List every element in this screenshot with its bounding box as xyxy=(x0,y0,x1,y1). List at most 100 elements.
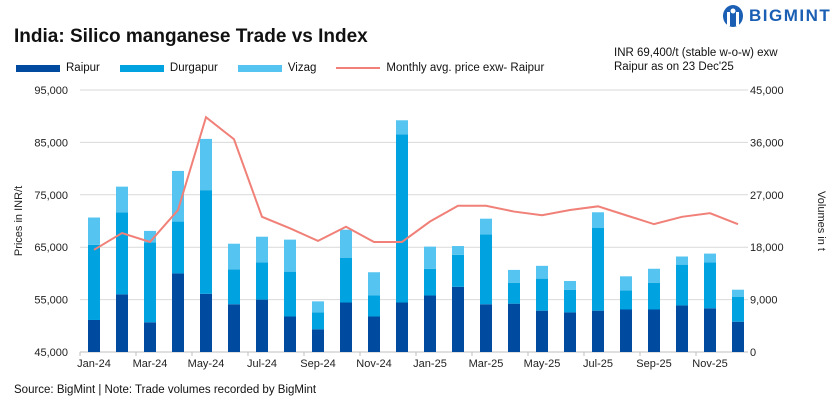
x-tick-label: Sep-25 xyxy=(636,358,671,370)
bar-durgapur xyxy=(480,234,492,305)
bar-raipur xyxy=(88,319,100,352)
y2-tick-label: 27,000 xyxy=(750,190,784,202)
price-line xyxy=(93,115,739,251)
y-tick-label: 95,000 xyxy=(34,85,68,97)
legend-label: Vizag xyxy=(287,62,317,74)
bar-vizag xyxy=(592,212,604,228)
bar-raipur xyxy=(144,322,156,352)
bar-vizag xyxy=(228,243,240,270)
bar-vizag xyxy=(340,229,352,258)
bar-vizag xyxy=(480,218,492,235)
bar-vizag xyxy=(508,269,520,283)
bar-durgapur xyxy=(564,289,576,313)
bar-raipur xyxy=(704,308,716,352)
bar-durgapur xyxy=(228,269,240,305)
bar-durgapur xyxy=(452,254,464,287)
x-tick-label: Nov-25 xyxy=(692,358,727,370)
bar-durgapur xyxy=(704,262,716,309)
legend-item-price: Monthly avg. price exw- Raipur xyxy=(336,62,544,74)
bar-durgapur xyxy=(368,295,380,317)
bar-durgapur xyxy=(144,242,156,323)
y2-tick-label: 45,000 xyxy=(750,85,784,97)
x-tick-label: Mar-24 xyxy=(133,358,168,370)
bar-raipur xyxy=(172,273,184,352)
legend-swatch xyxy=(16,64,60,72)
bar-raipur xyxy=(312,329,324,352)
legend: Raipur Durgapur Vizag Monthly avg. price… xyxy=(16,62,564,74)
bar-raipur xyxy=(620,309,632,352)
y-tick-label: 45,000 xyxy=(34,347,68,359)
bar-durgapur xyxy=(676,264,688,306)
x-tick-label: Sep-24 xyxy=(300,358,335,370)
bar-raipur xyxy=(676,305,688,352)
bar-vizag xyxy=(648,268,660,283)
bar-raipur xyxy=(368,316,380,352)
bar-raipur xyxy=(732,321,744,352)
bar-durgapur xyxy=(88,244,100,320)
bar-durgapur xyxy=(536,278,548,311)
price-note: INR 69,400/t (stable w-o-w) exw Raipur a… xyxy=(614,46,778,74)
legend-item-vizag: Vizag xyxy=(237,62,317,74)
source-note: Source: BigMint | Note: Trade volumes re… xyxy=(14,384,317,396)
bar-durgapur xyxy=(340,257,352,303)
x-tick-label: Mar-25 xyxy=(469,358,504,370)
bar-durgapur xyxy=(648,282,660,310)
bar-durgapur xyxy=(284,271,296,317)
bar-raipur xyxy=(480,304,492,352)
bar-vizag xyxy=(732,289,744,297)
bigmint-logo-icon xyxy=(723,5,743,27)
bar-raipur xyxy=(592,310,604,352)
legend-swatch xyxy=(336,67,381,69)
bar-durgapur xyxy=(620,290,632,310)
x-tick-label: Nov-24 xyxy=(356,358,391,370)
bar-vizag xyxy=(284,239,296,272)
x-tick-label: May-24 xyxy=(188,358,225,370)
bar-raipur xyxy=(256,299,268,352)
bar-vizag xyxy=(368,272,380,296)
bar-raipur xyxy=(424,295,436,352)
legend-item-durgapur: Durgapur xyxy=(119,62,218,74)
chart-title: India: Silico manganese Trade vs Index xyxy=(14,26,368,47)
bar-raipur xyxy=(228,304,240,352)
legend-item-raipur: Raipur xyxy=(16,62,100,74)
bar-durgapur xyxy=(172,221,184,274)
bar-raipur xyxy=(200,293,212,352)
y-tick-label: 65,000 xyxy=(34,242,68,254)
bar-vizag xyxy=(676,256,688,265)
y2-tick-label: 18,000 xyxy=(750,242,784,254)
y2-tick-label: 36,000 xyxy=(750,137,784,149)
bar-raipur xyxy=(340,302,352,352)
bar-vizag xyxy=(172,170,184,222)
bar-durgapur xyxy=(592,227,604,311)
logo-text: BIGMINT xyxy=(749,6,832,25)
bar-vizag xyxy=(564,280,576,290)
y2-tick-label: 9,000 xyxy=(750,295,778,307)
x-tick-label: Jul-24 xyxy=(247,358,277,370)
legend-swatch xyxy=(237,64,282,72)
y2-tick-label: 0 xyxy=(750,347,756,359)
bar-vizag xyxy=(452,246,464,255)
bar-raipur xyxy=(508,303,520,352)
legend-swatch xyxy=(119,64,164,72)
bar-vizag xyxy=(200,138,212,191)
bar-durgapur xyxy=(256,262,268,300)
bar-vizag xyxy=(88,217,100,245)
bar-raipur xyxy=(452,286,464,352)
bar-vizag xyxy=(704,253,716,263)
price-note-line1: INR 69,400/t (stable w-o-w) exw xyxy=(614,47,778,59)
legend-label: Durgapur xyxy=(169,62,218,74)
legend-label: Raipur xyxy=(66,62,100,74)
bar-vizag xyxy=(116,186,128,213)
bar-vizag xyxy=(144,230,156,243)
bar-durgapur xyxy=(200,190,212,294)
legend-label: Monthly avg. price exw- Raipur xyxy=(386,62,545,74)
bar-durgapur xyxy=(396,134,408,303)
bar-durgapur xyxy=(424,268,436,296)
bar-vizag xyxy=(536,265,548,279)
x-tick-label: Jan-25 xyxy=(413,358,447,370)
bigmint-logo: BIGMINT xyxy=(722,4,831,28)
price-note-line2: Raipur as on 23 Dec'25 xyxy=(614,61,734,73)
y-tick-label: 85,000 xyxy=(34,137,68,149)
